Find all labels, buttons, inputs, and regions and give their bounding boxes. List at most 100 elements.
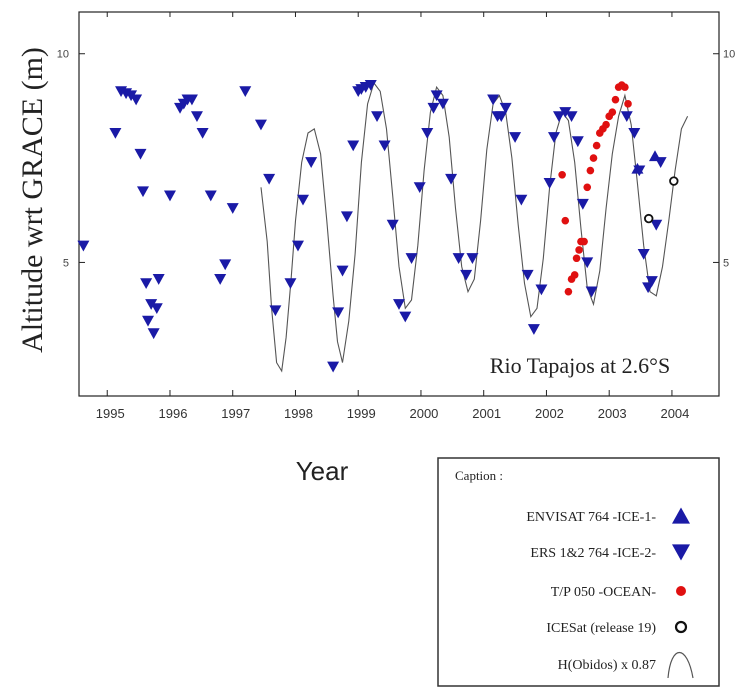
y-tick-label-right: 5: [723, 257, 729, 269]
legend-title: Caption :: [455, 468, 503, 483]
y-tick-label-left: 5: [63, 257, 69, 269]
ers-point: [543, 178, 556, 189]
ers-point: [77, 240, 90, 252]
ers-point: [239, 86, 252, 98]
legend-box: [437, 457, 720, 687]
ers-point: [650, 219, 663, 231]
ers-point: [620, 111, 633, 123]
ers-point: [585, 286, 598, 298]
y-tick-label-left: 10: [57, 49, 69, 61]
ers-point: [305, 157, 318, 168]
y-tick-label-right: 10: [723, 49, 735, 61]
ers-point: [134, 148, 147, 160]
y-axis-ticks: 5 5 10 10: [57, 49, 736, 270]
tp-point: [583, 183, 592, 192]
legend-label: ERS 1&2 764 -ICE-2-: [530, 546, 656, 561]
tp-point: [624, 100, 632, 108]
legend-curve-symbol: [667, 651, 694, 679]
ers-point: [332, 307, 345, 319]
tp-point: [621, 83, 629, 91]
tp-point: [570, 271, 579, 279]
ers-point: [147, 328, 160, 340]
ers-point: [460, 269, 473, 281]
ers-point: [559, 107, 572, 118]
icesat-point: [644, 213, 654, 224]
ers-point: [297, 194, 309, 206]
legend-icesat-symbol: [674, 620, 688, 634]
ers-point: [140, 278, 153, 290]
ers-point: [340, 211, 353, 223]
ers-point: [405, 253, 418, 264]
obidos-curve-layer: [260, 81, 689, 373]
ers-point: [553, 111, 565, 123]
x-tick-label: 1997: [221, 406, 250, 421]
legend-label: ENVISAT 764 -ICE-1-: [526, 510, 656, 525]
x-tick-label: 2004: [660, 406, 689, 421]
tp-point: [561, 216, 570, 225]
ers-point: [386, 219, 399, 231]
y-axis-label: Altitude wrt GRACE (m): [16, 47, 49, 353]
ers-point: [452, 253, 465, 264]
ers-point: [137, 186, 149, 198]
ers-point: [521, 269, 534, 281]
ers-point: [576, 198, 589, 210]
legend-label: ICESat (release 19): [546, 621, 656, 636]
tp-point: [572, 254, 581, 263]
ers-point: [509, 132, 522, 143]
legend-label: H(Obidos) x 0.87: [558, 658, 656, 673]
ers-point: [495, 111, 508, 123]
river-annotation: Rio Tapajos at 2.6°S: [490, 353, 670, 378]
ers-point: [185, 94, 198, 106]
ers-point: [254, 119, 267, 131]
tp-point: [575, 246, 583, 254]
ers-point: [413, 182, 426, 194]
ers-point: [226, 203, 239, 214]
ers-point: [527, 324, 540, 335]
ers-point: [535, 284, 548, 296]
tp-point: [589, 154, 598, 162]
ers-point: [427, 102, 440, 114]
icesat-point: [669, 176, 679, 186]
x-tick-label: 2001: [472, 406, 501, 421]
ers-point: [371, 111, 384, 123]
x-tick-label: 1999: [347, 406, 376, 421]
ers-point: [109, 127, 122, 139]
ers-point: [393, 299, 405, 310]
tp-point: [586, 166, 595, 175]
x-tick-label: 2003: [598, 406, 627, 421]
ers-point: [499, 102, 512, 114]
ers-point: [291, 240, 304, 252]
ers-point: [152, 274, 165, 285]
legend-envisat-symbol: [672, 507, 690, 524]
ers-point: [150, 303, 163, 315]
x-axis-label: Year: [296, 456, 349, 486]
x-tick-label: 1996: [159, 406, 188, 421]
tp-point: [611, 95, 620, 104]
ers-point: [430, 90, 443, 102]
tp-point: [602, 120, 610, 129]
ers-point: [364, 79, 377, 91]
legend: Caption : ENVISAT 764 -ICE-1- ERS 1&2 764…: [437, 457, 720, 687]
ers-point: [327, 361, 340, 373]
tp-point: [564, 287, 573, 296]
x-tick-label: 1995: [96, 406, 125, 421]
envisat-point: [631, 162, 644, 174]
tp-point: [580, 237, 588, 246]
ers-point: [145, 299, 158, 310]
ers-point: [421, 127, 434, 139]
x-tick-label: 2000: [409, 406, 438, 421]
ers-point: [571, 136, 584, 148]
ers-point: [581, 257, 594, 269]
plot-frame: [78, 11, 720, 397]
ers-point: [130, 94, 143, 106]
ers-point: [565, 111, 578, 123]
ers-point: [284, 278, 297, 290]
ers-point: [219, 259, 232, 271]
ers-point: [637, 248, 650, 260]
ers-point: [163, 190, 176, 202]
x-tick-label: 2002: [535, 406, 564, 421]
legend-items: ENVISAT 764 -ICE-1- ERS 1&2 764 -ICE-2- T/…: [526, 507, 694, 679]
ers-point: [263, 173, 276, 185]
ers-point: [466, 253, 479, 264]
